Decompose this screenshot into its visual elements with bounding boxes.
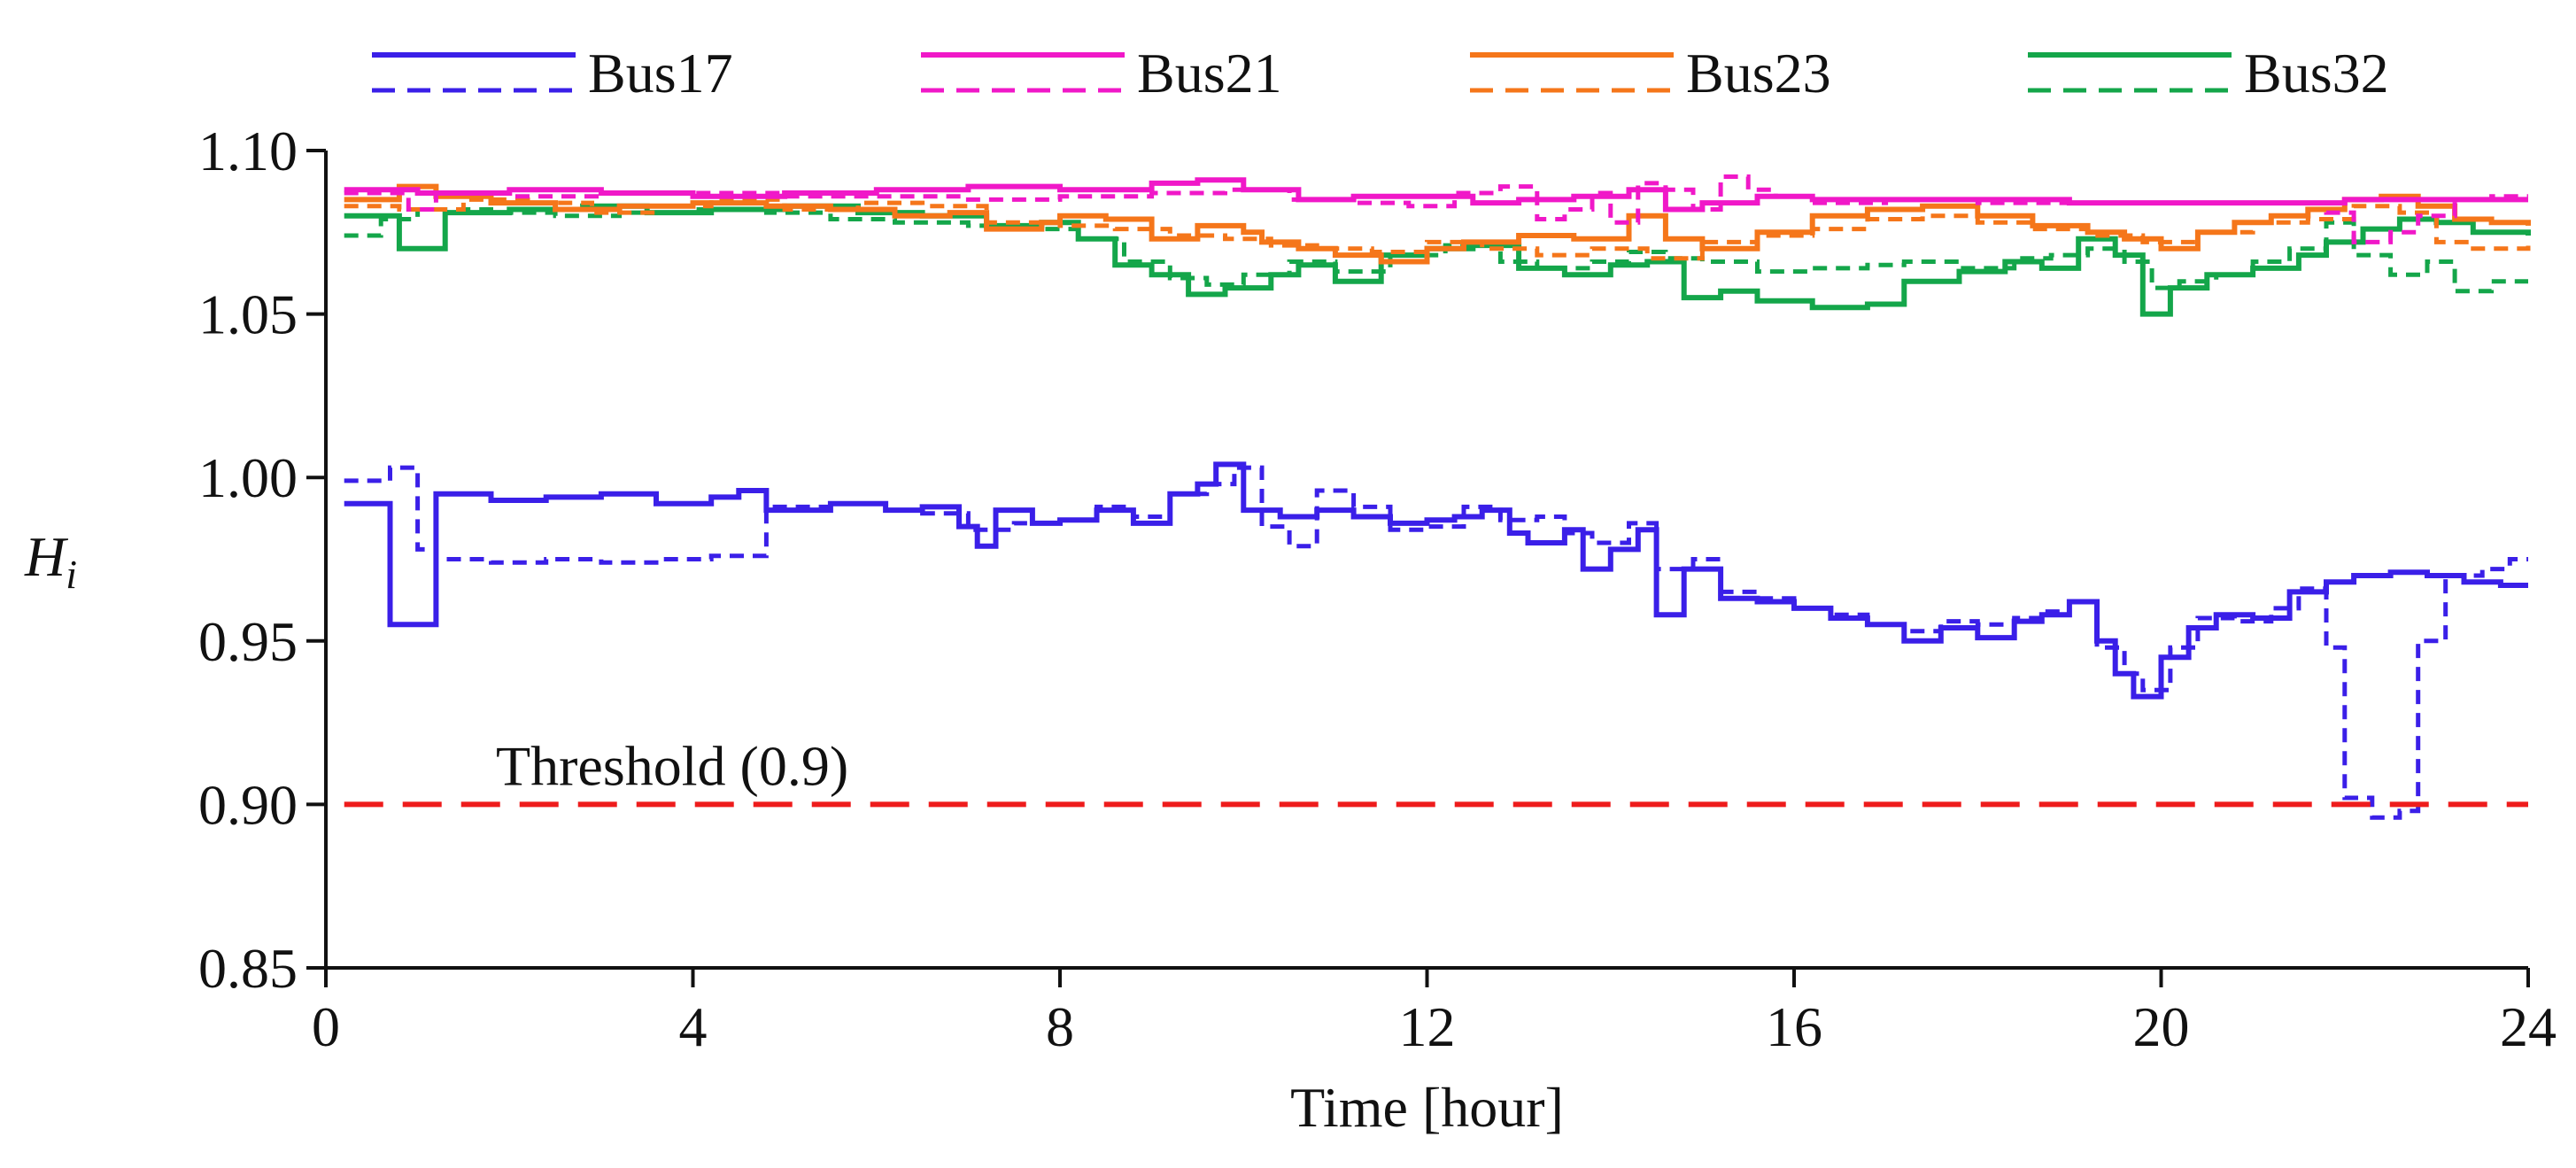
legend-label: Bus17	[588, 42, 733, 104]
threshold-label: Threshold (0.9)	[496, 734, 848, 797]
axes: 0.85 0.90 0.95 1.00 1.05 1.10 0 4 8 12 16 20 24	[198, 120, 2557, 1058]
legend-label: Bus21	[1137, 42, 1282, 104]
legend-item-bus32: Bus32	[2028, 42, 2389, 104]
x-tick-label: 0	[312, 995, 340, 1058]
y-tick-label: 0.90	[198, 773, 298, 836]
x-tick-label: 4	[679, 995, 708, 1058]
y-tick-label: 0.95	[198, 610, 298, 673]
series-bus23-solid	[344, 183, 2531, 265]
series-bus23-dashed	[344, 197, 2531, 261]
legend-item-bus17: Bus17	[372, 42, 733, 104]
series-bus21-solid	[344, 177, 2528, 213]
x-axis-title: Time [hour]	[1290, 1076, 1564, 1139]
y-tick-label: 1.05	[198, 283, 298, 346]
series-bus17-solid	[344, 461, 2528, 700]
legend-item-bus21: Bus21	[921, 42, 1282, 104]
y-tick-label: 0.85	[198, 937, 298, 1000]
y-axis-title-main: H	[24, 525, 69, 588]
series-layer	[344, 174, 2531, 820]
series-bus17-dashed	[344, 465, 2528, 820]
legend-label: Bus32	[2244, 42, 2389, 104]
series-bus32-solid	[344, 203, 2531, 317]
x-tick-label: 8	[1046, 995, 1074, 1058]
y-axis-title: Hi	[24, 525, 77, 597]
legend: Bus17 Bus21 Bus23 Bus32	[372, 42, 2389, 104]
x-tick-label: 20	[2133, 995, 2190, 1058]
y-tick-label: 1.10	[198, 120, 298, 182]
x-tick-label: 16	[1766, 995, 1822, 1058]
plot-area	[344, 174, 2531, 820]
x-tick-label: 12	[1399, 995, 1456, 1058]
legend-label: Bus23	[1686, 42, 1831, 104]
x-tick-label: 24	[2500, 995, 2557, 1058]
y-axis-title-sub: i	[66, 552, 77, 597]
legend-item-bus23: Bus23	[1470, 42, 1831, 104]
y-tick-label: 1.00	[198, 446, 298, 509]
